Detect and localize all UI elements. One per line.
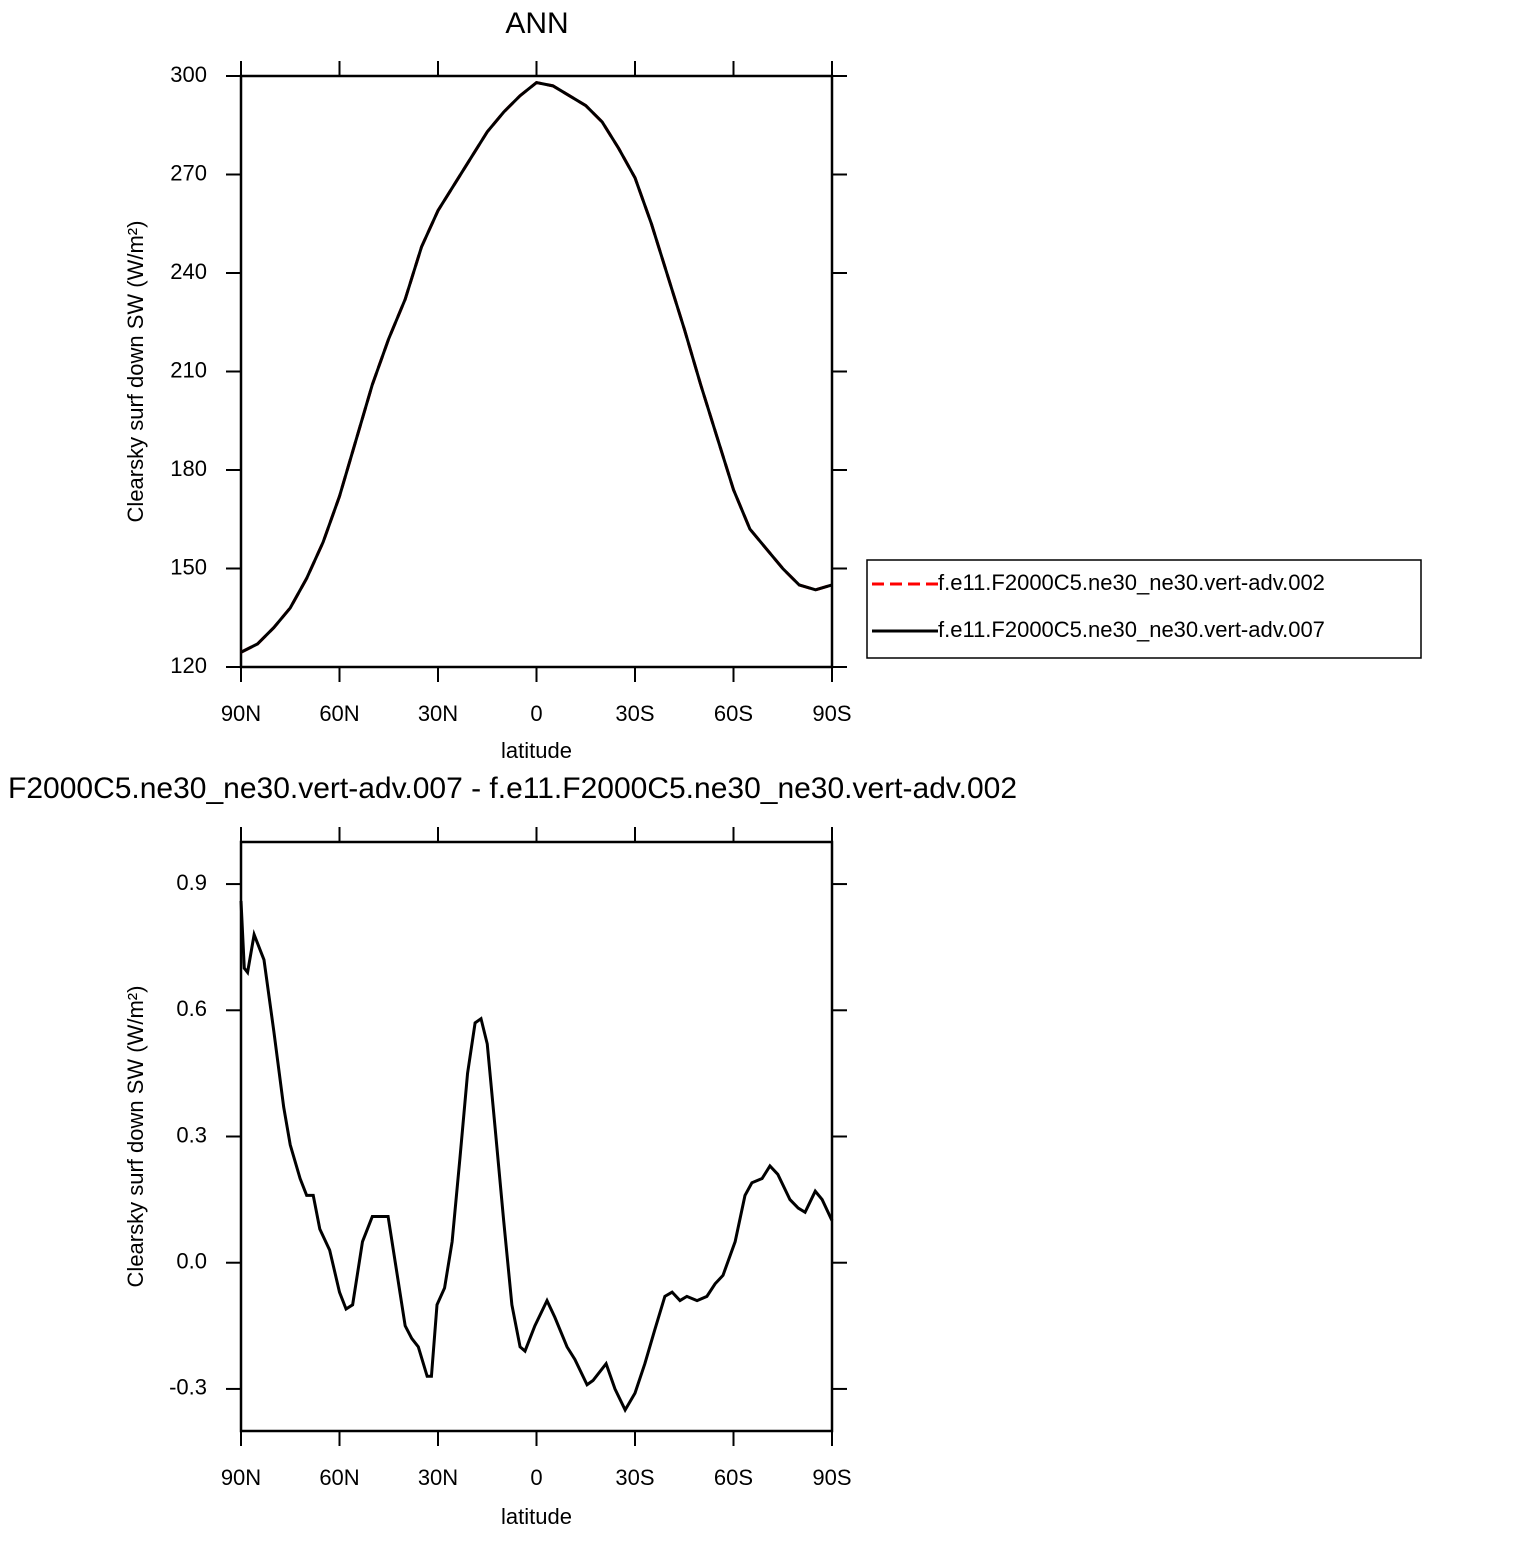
y-tick-label: 270 (170, 160, 207, 185)
x-axis-title: latitude (501, 738, 572, 763)
y-tick-label: 120 (170, 653, 207, 678)
x-tick-label: 30S (615, 701, 654, 726)
plot-frame (239, 840, 834, 1433)
y-tick-label: 300 (170, 62, 207, 87)
x-tick-label: 90N (221, 701, 261, 726)
x-tick-label: 60N (319, 1465, 359, 1490)
y-tick-label: 0.3 (176, 1122, 207, 1147)
y-tick-label: 180 (170, 456, 207, 481)
y-tick-label: 0.6 (176, 996, 207, 1021)
x-tick-label: 0 (530, 701, 542, 726)
legend: f.e11.F2000C5.ne30_ne30.vert-adv.002 f.e1… (866, 559, 1422, 659)
legend-label: f.e11.F2000C5.ne30_ne30.vert-adv.002 (938, 570, 1325, 595)
y-tick-label: -0.3 (169, 1375, 207, 1400)
y-axis-title: Clearsky surf down SW (W/m²) (123, 986, 148, 1288)
x-axis-title: latitude (501, 1504, 572, 1529)
data-line (240, 80, 833, 654)
y-tick-label: 0.0 (176, 1249, 207, 1274)
y-axis-title: Clearsky surf down SW (W/m²) (123, 221, 148, 523)
legend-label: f.e11.F2000C5.ne30_ne30.vert-adv.007 (938, 617, 1325, 642)
data-line (239, 900, 834, 1414)
x-tick-label: 0 (530, 1465, 542, 1490)
x-tick-label: 30N (418, 1465, 458, 1490)
x-tick-label: 90S (812, 701, 851, 726)
plot-frame (239, 74, 834, 669)
x-tick-label: 60S (714, 1465, 753, 1490)
y-tick-label: 0.9 (176, 870, 207, 895)
legend-box (866, 559, 1422, 659)
x-tick-label: 60N (319, 701, 359, 726)
y-tick-label: 210 (170, 357, 207, 382)
chart-title: F2000C5.ne30_ne30.vert-adv.007 - f.e11.F… (8, 772, 1017, 805)
x-tick-label: 30N (418, 701, 458, 726)
x-tick-label: 90S (812, 1465, 851, 1490)
chart-title: ANN (505, 7, 568, 40)
y-tick-label: 240 (170, 259, 207, 284)
x-tick-label: 30S (615, 1465, 654, 1490)
x-tick-label: 60S (714, 701, 753, 726)
x-tick-label: 90N (221, 1465, 261, 1490)
data-line (240, 80, 833, 654)
y-tick-label: 150 (170, 554, 207, 579)
